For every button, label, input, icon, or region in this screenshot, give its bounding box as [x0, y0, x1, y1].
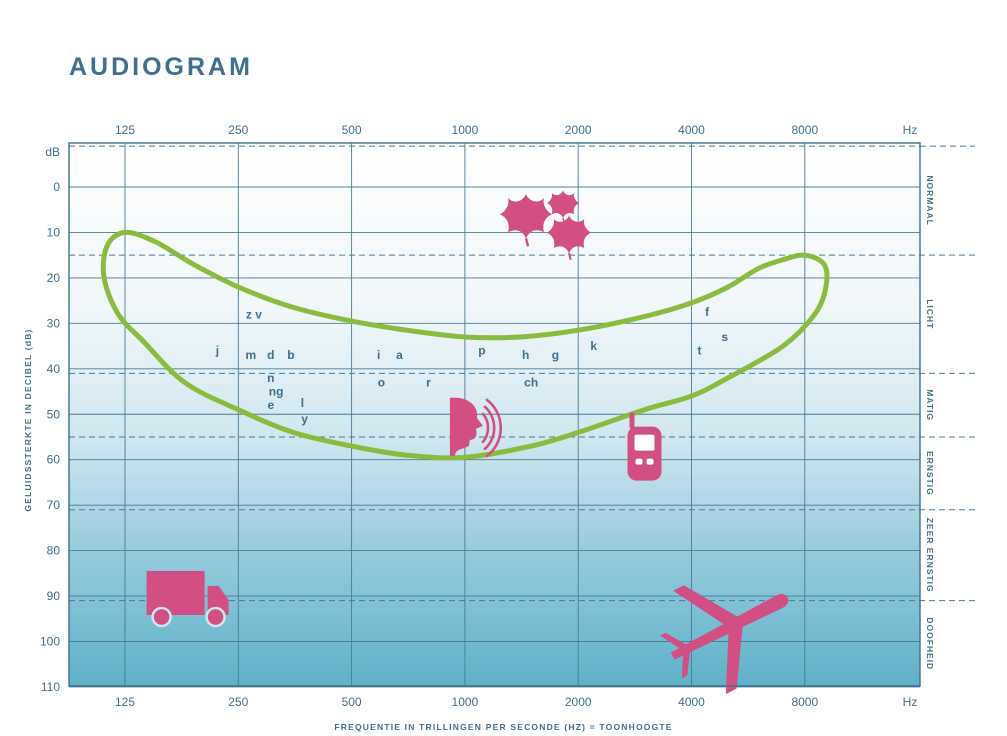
x-tick-label-bottom: 125: [115, 695, 135, 709]
y-axis-label: GELUIDSSTERKTE IN DECIBEL (dB): [23, 328, 33, 512]
truck-icon: [146, 571, 229, 628]
speech-sound-label: i: [377, 348, 380, 362]
x-axis-label: FREQUENTIE IN TRILLINGEN PER SECONDE (HZ…: [334, 722, 673, 732]
speech-sound-label: k: [590, 339, 597, 353]
speech-sound-label: o: [378, 375, 385, 389]
speech-sound-label: s: [721, 330, 728, 344]
speech-banana: [100, 229, 830, 461]
x-tick-label-top: 500: [342, 123, 362, 137]
y-tick-label: 50: [47, 407, 61, 421]
band-label: ZEER ERNSTIG: [925, 518, 935, 593]
speaking-person-icon: [449, 397, 503, 458]
speech-sound-label: r: [426, 375, 431, 389]
leaves-icon: [500, 190, 592, 261]
y-tick-label: 0: [53, 180, 60, 194]
x-tick-label-bottom: 250: [228, 695, 248, 709]
y-tick-label: 90: [47, 589, 61, 603]
x-tick-label-bottom: 8000: [791, 695, 818, 709]
x-tick-label-bottom: 500: [342, 695, 362, 709]
band-label: ERNSTIG: [925, 451, 935, 496]
x-tick-label-top: 250: [228, 123, 248, 137]
y-tick-label: 110: [41, 680, 60, 694]
y-tick-label: 80: [47, 544, 61, 558]
y-tick-label: 10: [47, 225, 61, 239]
leaf: [500, 194, 552, 247]
speech-sound-label: j: [215, 344, 219, 358]
hearing-band-dividers: [69, 145, 975, 602]
band-label: NORMAAL: [925, 175, 935, 225]
hearing-band-labels: NORMAAL LICHT MATIG ERNSTIG ZEER ERNSTIG DOOF…: [925, 175, 935, 670]
sound-icons: [146, 190, 789, 695]
x-unit-label-bottom: Hz: [903, 695, 918, 709]
speech-sound-label: y: [301, 412, 308, 426]
band-label: LICHT: [925, 299, 935, 329]
y-tick-label: 100: [40, 635, 60, 649]
speech-sound-label: e: [267, 398, 274, 412]
y-unit-label: dB: [45, 145, 60, 159]
y-tick-label: 30: [47, 316, 61, 330]
speech-sound-label: ng: [269, 385, 284, 399]
x-tick-label-bottom: 2000: [565, 695, 592, 709]
x-tick-label-top: 4000: [678, 123, 705, 137]
band-label: DOOFHEID: [925, 617, 935, 670]
mobile-phone-icon: [627, 412, 662, 481]
x-tick-label-top: 1000: [452, 123, 479, 137]
x-tick-label-bottom: 4000: [678, 695, 705, 709]
speech-sound-label: t: [697, 344, 701, 358]
speech-sound-label: d: [267, 348, 274, 362]
tick-labels: 0 10 20 30 40 50 60 70 80 90 100 110 dB 125 125 250 250 5…: [40, 123, 917, 709]
band-label: MATIG: [925, 389, 935, 421]
y-tick-label: 60: [47, 453, 61, 467]
plot-frame: [68, 142, 921, 687]
speech-sound-label: m: [246, 348, 257, 362]
x-tick-label-top: 125: [115, 123, 135, 137]
y-tick-label: 20: [47, 271, 61, 285]
y-tick-label: 40: [47, 362, 61, 376]
speech-sound-label: a: [396, 348, 403, 362]
speech-sound-label: p: [478, 344, 485, 358]
speech-sound-label: ch: [524, 375, 538, 389]
speech-sound-label: z v: [246, 307, 262, 321]
y-tick-label: 70: [47, 498, 61, 512]
speech-sound-label: g: [552, 348, 559, 362]
speech-sound-label: f: [705, 305, 710, 319]
x-unit-label-top: Hz: [903, 123, 918, 137]
speech-sound-label: b: [287, 348, 294, 362]
speech-sound-label: l: [301, 396, 304, 410]
page-title: AUDIOGRAM: [69, 53, 253, 81]
speech-banana-curve: [100, 229, 830, 461]
x-tick-label-bottom: 1000: [452, 695, 479, 709]
airplane-icon: [660, 585, 789, 695]
speech-sound-label: n: [267, 371, 274, 385]
leaf: [546, 215, 592, 261]
speech-sound-label: h: [522, 348, 529, 362]
x-tick-label-top: 8000: [791, 123, 818, 137]
x-tick-label-top: 2000: [565, 123, 592, 137]
